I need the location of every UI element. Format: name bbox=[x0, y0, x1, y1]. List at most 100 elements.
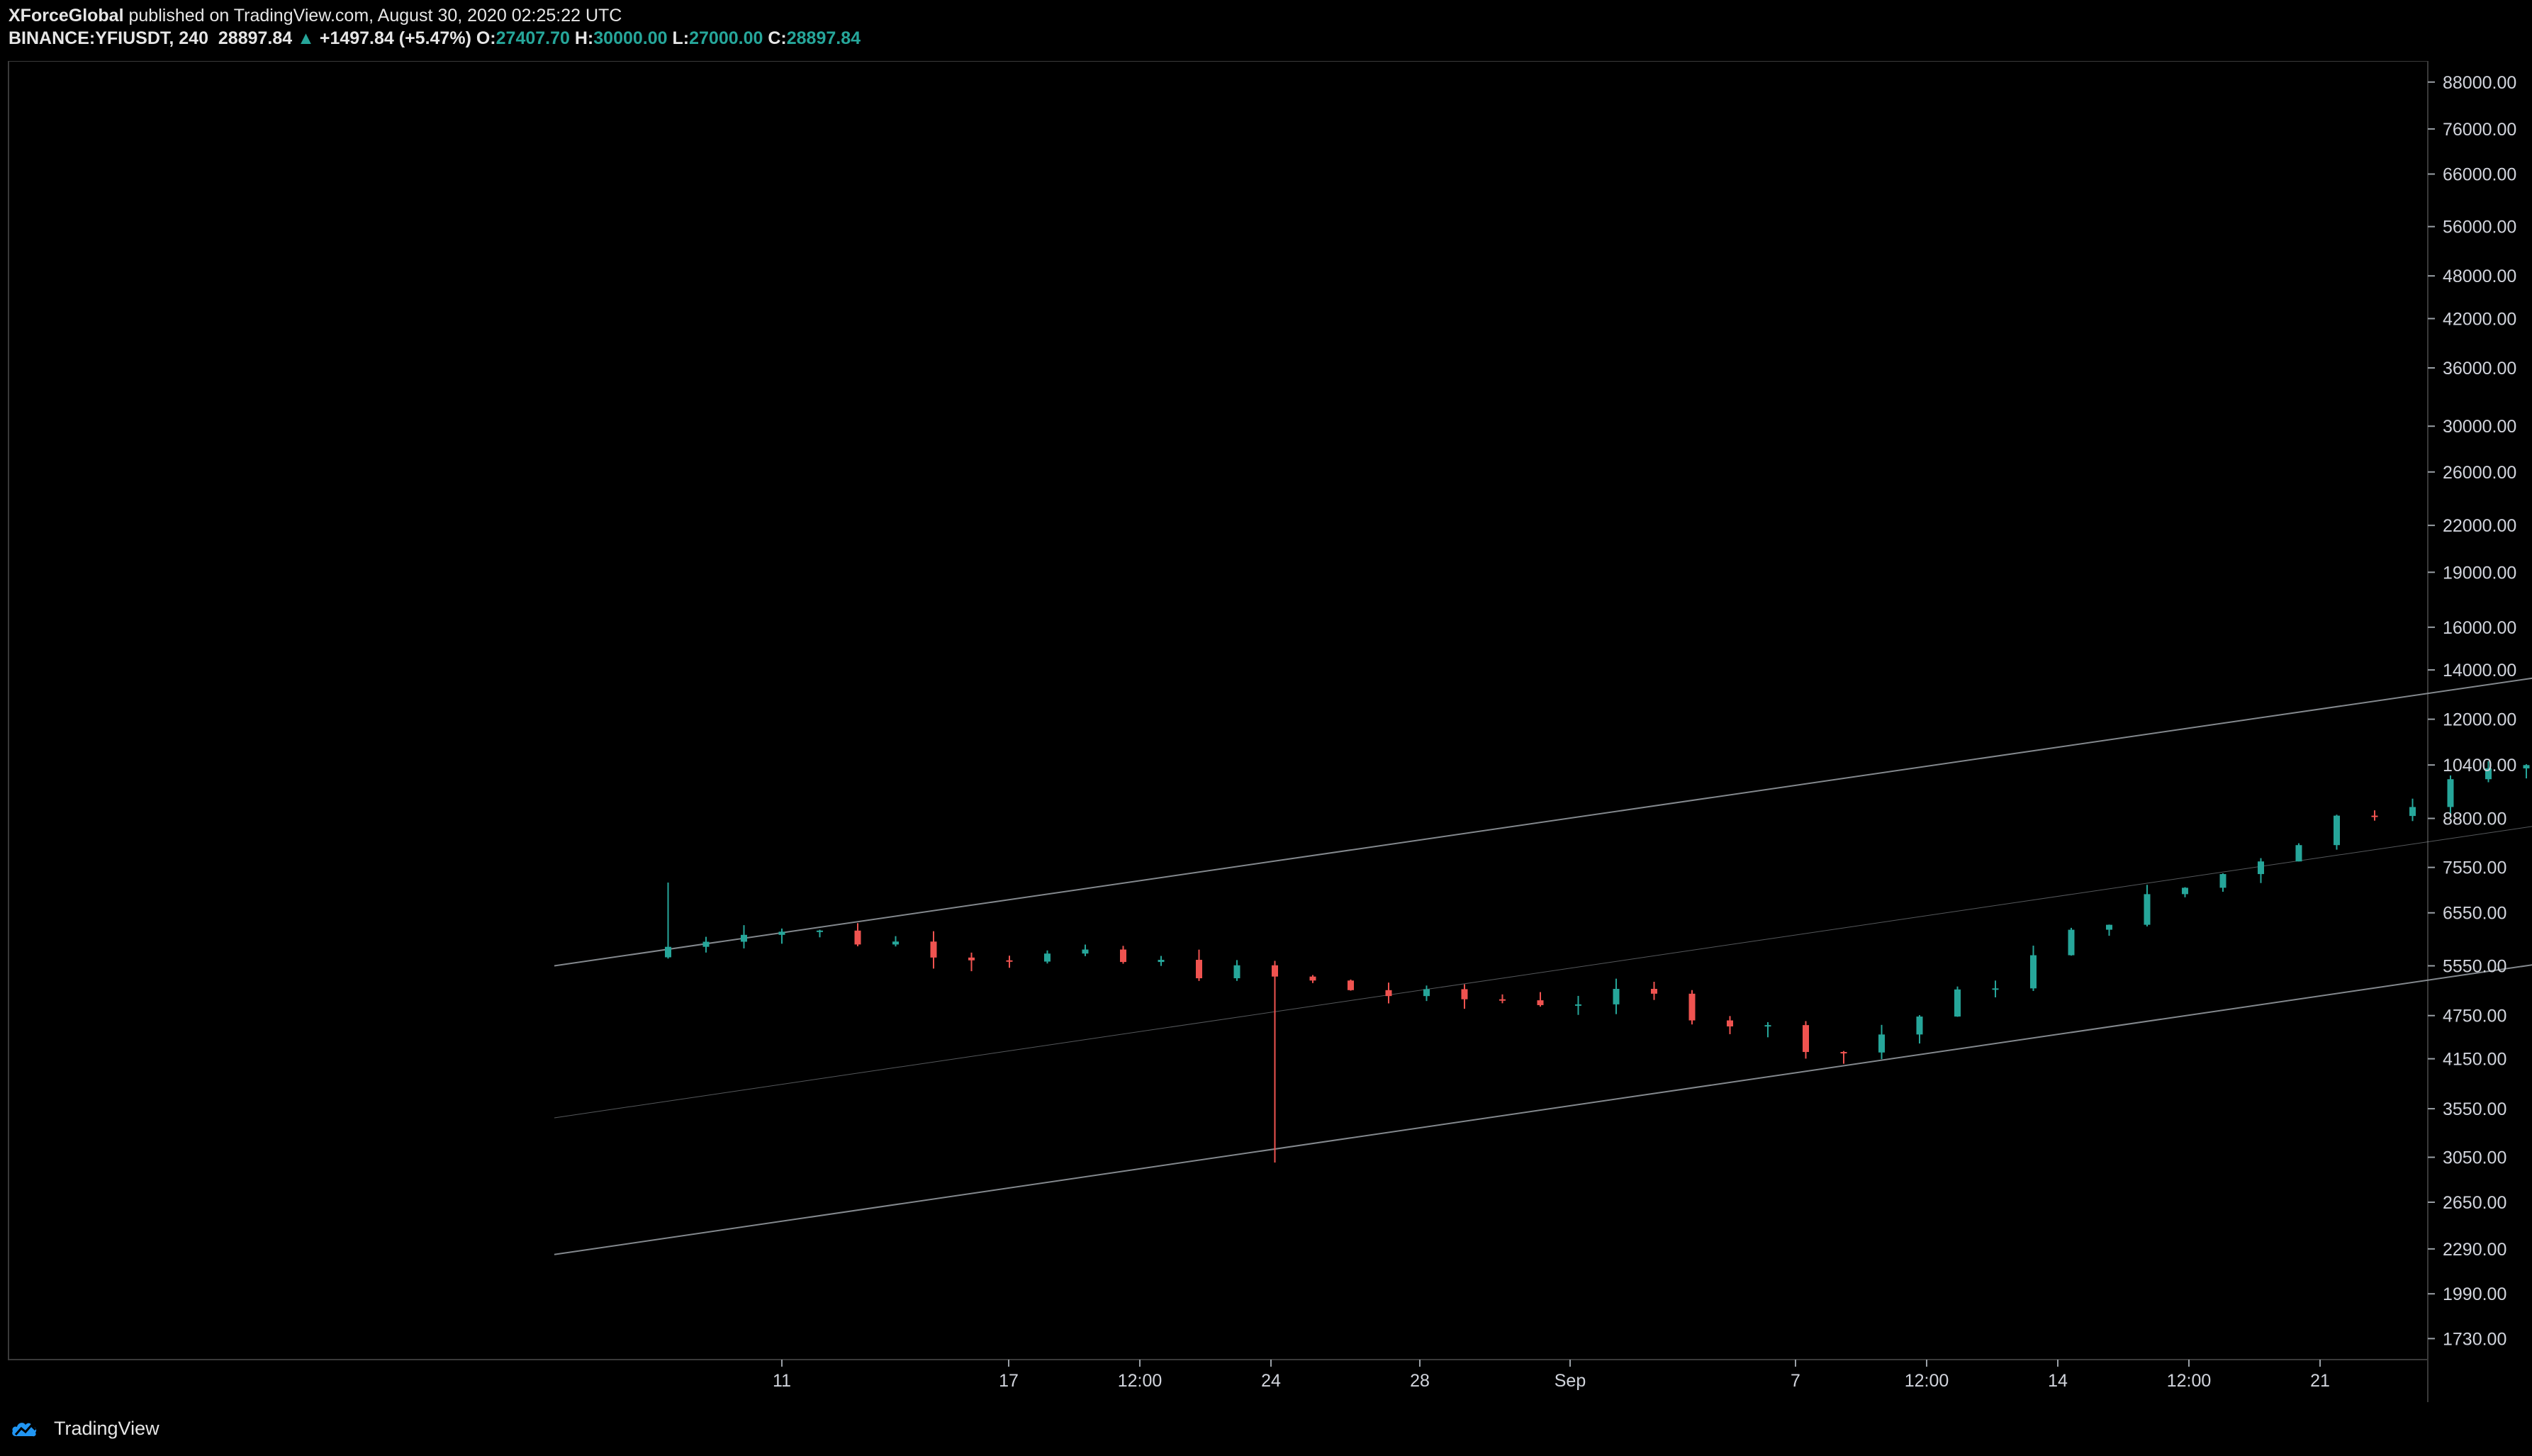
change-arrow-icon: ▲ bbox=[297, 28, 315, 48]
author-name[interactable]: XForceGlobal bbox=[9, 6, 124, 26]
time-tick-label: 14 bbox=[2048, 1371, 2068, 1391]
price-tick-label: 7550.00 bbox=[2443, 858, 2506, 878]
price-tick-label: 5550.00 bbox=[2443, 956, 2506, 976]
price-tick-label: 22000.00 bbox=[2443, 516, 2516, 536]
candle-body bbox=[2295, 845, 2302, 862]
candle-body bbox=[1916, 1017, 1923, 1035]
candle-body bbox=[2258, 861, 2264, 875]
candle-body bbox=[930, 941, 937, 958]
candle-body bbox=[1878, 1034, 1885, 1053]
price-chart[interactable]: 40010.92 88000.0076000.0066000.0056000.0… bbox=[0, 61, 2532, 1402]
candle-body bbox=[1992, 988, 1999, 990]
candle-body bbox=[1954, 989, 1961, 1017]
time-tick-label: 12:00 bbox=[2167, 1371, 2212, 1391]
channel-layer bbox=[554, 677, 2532, 1255]
candle-body bbox=[2485, 768, 2492, 780]
symbol-label[interactable]: BINANCE:YFIUSDT, 240 bbox=[9, 28, 208, 48]
candle-body bbox=[817, 930, 823, 932]
candle-body bbox=[2182, 887, 2188, 895]
plot-area-border bbox=[8, 61, 2429, 1360]
time-tick-label: 24 bbox=[1261, 1371, 1281, 1391]
price-tick-label: 19000.00 bbox=[2443, 563, 2516, 583]
open-label: O: bbox=[476, 28, 496, 48]
candle-body bbox=[1575, 1004, 1581, 1006]
candle-body bbox=[1688, 993, 1696, 1021]
price-tick-label: 14000.00 bbox=[2443, 661, 2516, 681]
price-tick-label: 76000.00 bbox=[2443, 120, 2516, 140]
candle-body bbox=[2371, 815, 2378, 817]
tradingview-brand[interactable]: TradingView bbox=[10, 1416, 159, 1440]
time-tick-label: 11 bbox=[773, 1371, 791, 1391]
candles-layer bbox=[665, 761, 2530, 1163]
chart-header: XForceGlobal published on TradingView.co… bbox=[0, 0, 2532, 61]
candle-body bbox=[1613, 989, 1620, 1004]
candle-body bbox=[778, 931, 785, 935]
price-tick-label: 2650.00 bbox=[2443, 1193, 2506, 1213]
price-axis[interactable]: 88000.00 76000.00 66000.00 56000.00 48000.00… bbox=[2428, 73, 2516, 1350]
price-tick-label: 48000.00 bbox=[2443, 267, 2516, 286]
price-tick-label: 12000.00 bbox=[2443, 710, 2516, 730]
candle-body bbox=[2030, 955, 2037, 989]
tradingview-brand-label: TradingView bbox=[54, 1417, 159, 1439]
candle-body bbox=[1044, 953, 1051, 962]
candle-body bbox=[1082, 949, 1089, 954]
last-price: 28897.84 bbox=[218, 28, 293, 48]
symbol-info: BINANCE:YFIUSDT, 240 28897.84 ▲ +1497.84… bbox=[9, 28, 861, 49]
low-label: L: bbox=[672, 28, 690, 48]
candle-body bbox=[1348, 980, 1354, 990]
close-label: C: bbox=[768, 28, 787, 48]
price-tick-label: 42000.00 bbox=[2443, 309, 2516, 329]
time-axis[interactable]: 11 17 12:00 24 28 Sep 7 12:00 14 12:00 21 bbox=[773, 1360, 2330, 1391]
candle-body bbox=[2334, 815, 2340, 846]
price-tick-label: 6550.00 bbox=[2443, 904, 2506, 924]
tradingview-logo-icon bbox=[12, 1423, 37, 1437]
candle-body bbox=[1233, 965, 1240, 979]
candle-body bbox=[1196, 960, 1202, 979]
candle-body bbox=[2219, 874, 2226, 888]
price-tick-label: 88000.00 bbox=[2443, 73, 2516, 93]
candle-body bbox=[1120, 949, 1126, 963]
low-value: 27000.00 bbox=[689, 28, 763, 48]
price-tick-label: 56000.00 bbox=[2443, 218, 2516, 237]
time-tick-label: 17 bbox=[999, 1371, 1019, 1391]
channel-middle-line bbox=[554, 826, 2532, 1119]
candle-body bbox=[1423, 989, 1430, 997]
candle-body bbox=[702, 941, 710, 947]
price-tick-label: 3050.00 bbox=[2443, 1148, 2506, 1168]
candle-body bbox=[2106, 924, 2112, 930]
candle-body bbox=[1272, 965, 1278, 977]
published-text: published on TradingView.com, August 30,… bbox=[128, 6, 622, 26]
time-tick-label: 12:00 bbox=[1905, 1371, 1949, 1391]
price-tick-label: 3550.00 bbox=[2443, 1099, 2506, 1119]
footer: TradingView bbox=[0, 1402, 2532, 1456]
price-tick-label: 2290.00 bbox=[2443, 1240, 2506, 1260]
channel-lower-line bbox=[554, 964, 2532, 1255]
candle-body bbox=[2068, 929, 2075, 956]
channel-upper-line bbox=[554, 677, 2532, 967]
high-label: H: bbox=[574, 28, 594, 48]
candle-body bbox=[1764, 1025, 1771, 1027]
open-value: 27407.70 bbox=[495, 28, 570, 48]
time-tick-label: Sep bbox=[1555, 1371, 1586, 1391]
price-tick-label: 8800.00 bbox=[2443, 810, 2506, 829]
time-tick-label: 21 bbox=[2310, 1371, 2330, 1391]
candle-body bbox=[968, 957, 975, 961]
candle-body bbox=[1309, 976, 1316, 981]
candle-body bbox=[2523, 765, 2530, 768]
price-tick-label: 36000.00 bbox=[2443, 359, 2516, 379]
candle-body bbox=[854, 930, 861, 945]
price-tick-label: 16000.00 bbox=[2443, 618, 2516, 638]
price-tick-label: 30000.00 bbox=[2443, 417, 2516, 437]
candle-body bbox=[1385, 990, 1392, 997]
price-change: +1497.84 (+5.47%) bbox=[319, 28, 471, 48]
candle-body bbox=[892, 941, 899, 945]
candle-body bbox=[2447, 779, 2454, 807]
price-tick-label: 66000.00 bbox=[2443, 165, 2516, 185]
candle-body bbox=[1499, 999, 1506, 1001]
candle-body bbox=[2409, 807, 2416, 817]
time-tick-label: 28 bbox=[1410, 1371, 1430, 1391]
publish-info: XForceGlobal published on TradingView.co… bbox=[9, 6, 622, 26]
candle-body bbox=[1461, 989, 1468, 999]
candle-body bbox=[1651, 989, 1657, 994]
time-tick-label: 7 bbox=[1791, 1371, 1800, 1391]
